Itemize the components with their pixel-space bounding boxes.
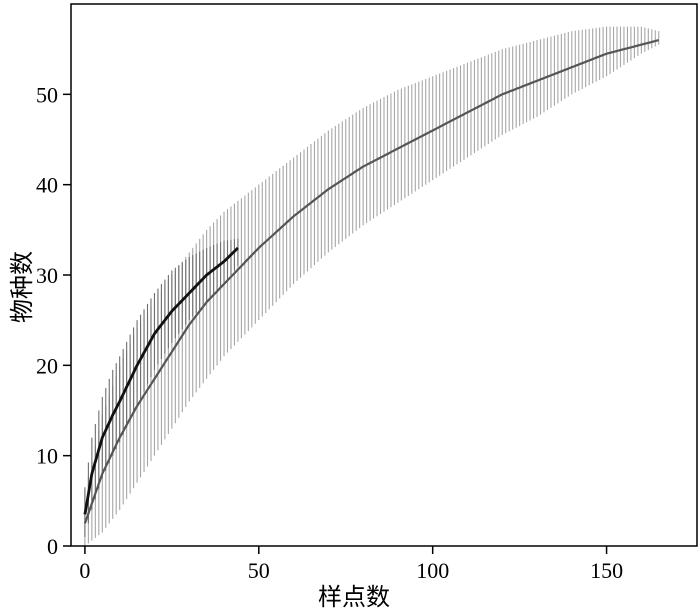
y-tick-label: 40 xyxy=(36,173,58,198)
y-tick-label: 10 xyxy=(36,444,58,469)
y-tick-label: 20 xyxy=(36,353,58,378)
x-tick-label: 50 xyxy=(248,558,270,583)
x-axis-title: 样点数 xyxy=(318,583,390,611)
x-tick-label: 100 xyxy=(416,558,449,583)
series-1-error-bars xyxy=(84,26,660,546)
y-tick-label: 0 xyxy=(47,534,58,559)
y-tick-label: 30 xyxy=(36,263,58,288)
axis-ticks: 0 50 100 150 0 10 20 30 40 50 xyxy=(36,82,623,583)
plot-frame xyxy=(70,3,698,547)
y-tick-label: 50 xyxy=(36,82,58,107)
confidence-bands xyxy=(84,26,660,546)
series-2-line xyxy=(83,246,239,515)
y-axis-title: 物种数 xyxy=(8,251,36,323)
series-lines xyxy=(83,39,660,524)
x-tick-label: 150 xyxy=(590,558,623,583)
x-tick-label: 0 xyxy=(79,558,90,583)
series-1-line xyxy=(83,39,660,524)
